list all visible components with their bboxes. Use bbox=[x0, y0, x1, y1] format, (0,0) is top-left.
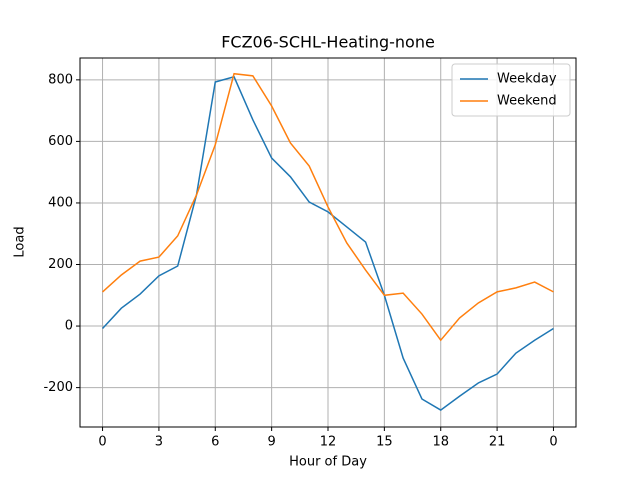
x-tick-label: 12 bbox=[320, 435, 337, 450]
y-tick-label: 200 bbox=[48, 257, 73, 272]
x-tick-label: 18 bbox=[432, 435, 449, 450]
y-tick-label: 600 bbox=[48, 134, 73, 149]
x-tick-label: 0 bbox=[549, 435, 557, 450]
x-tick-label: 3 bbox=[155, 435, 163, 450]
y-tick-label: -200 bbox=[43, 380, 73, 395]
x-tick-label: 15 bbox=[376, 435, 393, 450]
legend-label: Weekend bbox=[497, 94, 557, 109]
chart-title: FCZ06-SCHL-Heating-none bbox=[221, 33, 435, 52]
data-line bbox=[102, 72, 554, 342]
x-tick-label: 9 bbox=[267, 435, 275, 450]
x-tick-label: 0 bbox=[98, 435, 106, 450]
y-tick-label: 400 bbox=[48, 195, 73, 210]
legend-box bbox=[451, 63, 571, 117]
x-axis-label: Hour of Day bbox=[289, 455, 367, 470]
y-tick-label: 0 bbox=[65, 319, 73, 334]
x-tick-label: 6 bbox=[211, 435, 219, 450]
data-line bbox=[101, 75, 554, 411]
x-tick-label: 21 bbox=[489, 435, 506, 450]
y-axis-label: Load bbox=[13, 226, 28, 257]
axes-frame bbox=[79, 57, 577, 428]
legend-label: Weekday bbox=[497, 72, 557, 87]
y-tick-label: 800 bbox=[48, 72, 73, 87]
